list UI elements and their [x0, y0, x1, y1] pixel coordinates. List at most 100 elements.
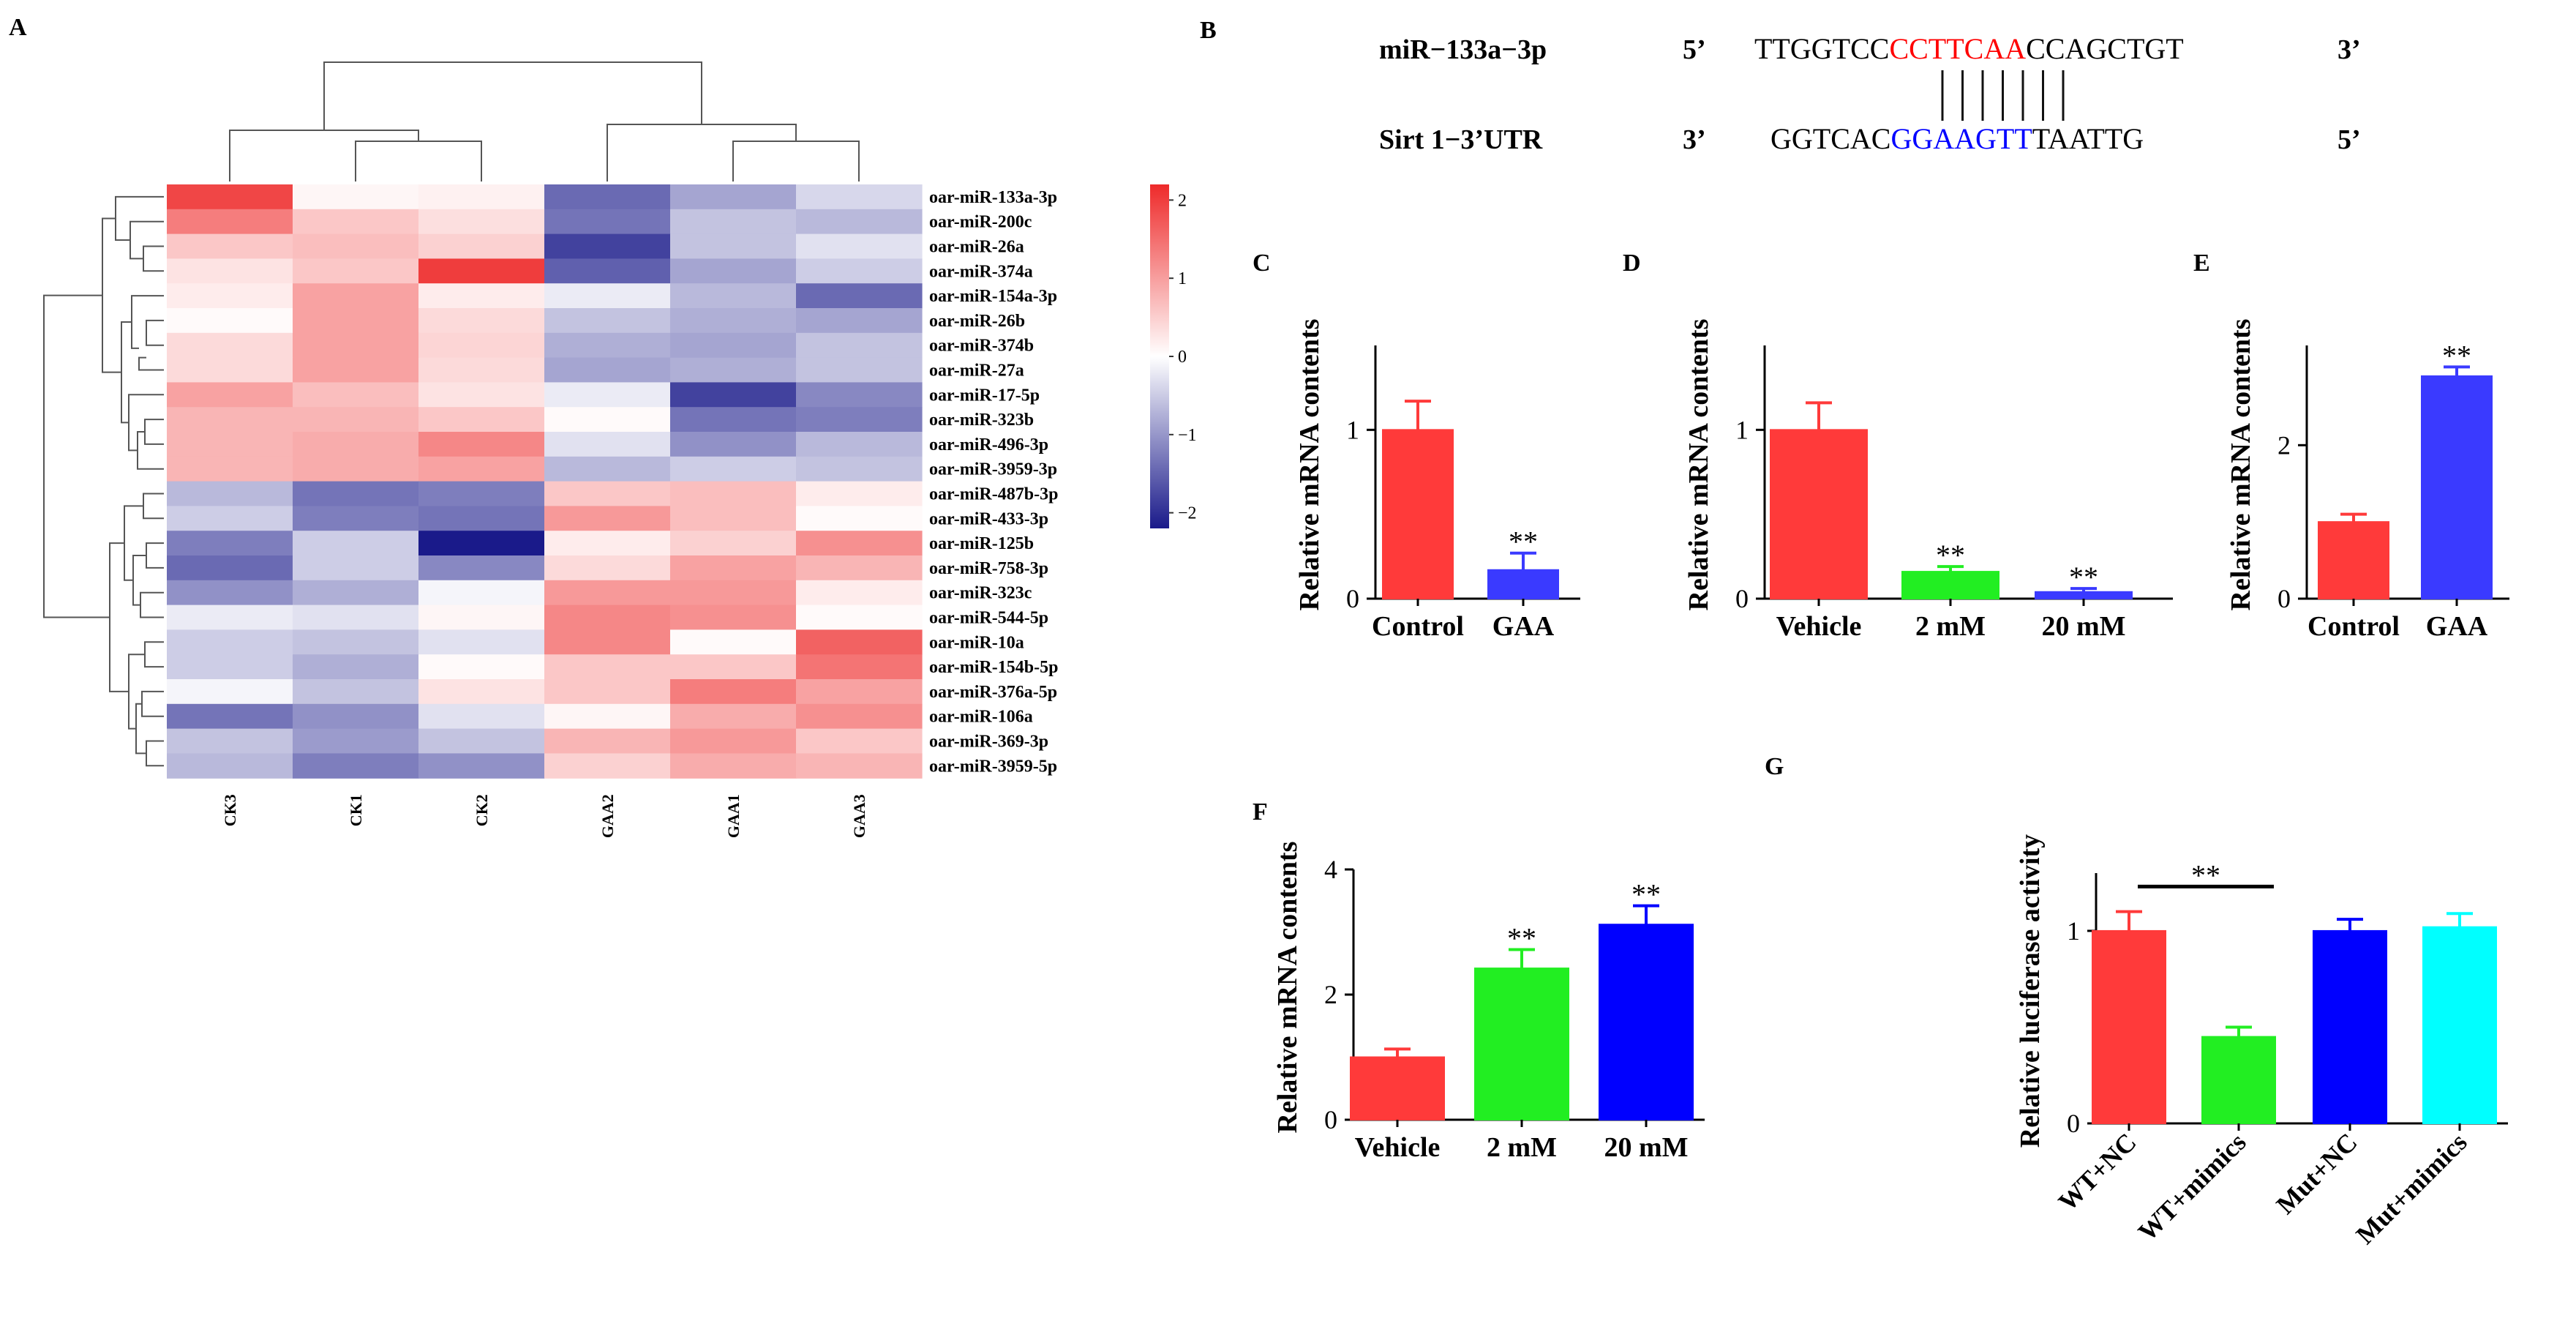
heatmap-cell [167, 506, 293, 531]
significance-label: ** [2442, 339, 2471, 372]
heatmap-cell [418, 753, 545, 779]
heatmap-cell [670, 629, 797, 655]
heatmap-cell [293, 531, 419, 556]
heatmap-cell [293, 728, 419, 754]
panel-letter-f: F [1253, 798, 1268, 826]
heatmap-cell [167, 332, 293, 359]
colorbar-tick-label: 1 [1178, 269, 1187, 288]
heatmap-cell [544, 481, 671, 506]
heatmap-cell [167, 555, 293, 581]
heatmap-cell [670, 382, 797, 408]
y-tick-label: 0 [1735, 584, 1749, 613]
heatmap-cell [544, 654, 671, 680]
heatmap-cell [544, 332, 671, 359]
sequence-name: miR−133a−3p [1379, 34, 1547, 65]
heatmap-cell [796, 184, 923, 210]
heatmap-cell [670, 456, 797, 482]
heatmap-cell [293, 184, 419, 210]
y-tick-label: 2 [2278, 430, 2291, 460]
heatmap-cell [167, 753, 293, 779]
heatmap-cell [418, 209, 545, 235]
heatmap-cell [293, 456, 419, 482]
heatmap-row-label: oar-miR-323b [929, 411, 1034, 430]
heatmap-column-label: CK2 [473, 794, 491, 826]
heatmap-cell [418, 382, 545, 408]
heatmap-cell [544, 382, 671, 408]
heatmap-cell [293, 580, 419, 606]
heatmap-cell [293, 233, 419, 259]
sequence-end-right: 5’ [2337, 124, 2361, 155]
heatmap-cell [670, 728, 797, 754]
heatmap-cell [670, 679, 797, 705]
heatmap-cell [293, 209, 419, 235]
heatmap-cell [418, 555, 545, 581]
heatmap-cell [544, 258, 671, 284]
x-tick-label: Vehicle [1355, 1132, 1441, 1163]
heatmap-cell [670, 258, 797, 284]
heatmap-cell [167, 209, 293, 235]
sequence-end-right: 3’ [2337, 34, 2361, 65]
heatmap-cell [167, 432, 293, 457]
heatmap-cell [796, 654, 923, 680]
heatmap-cell [670, 407, 797, 433]
x-tick-label: 2 mM [1915, 611, 1986, 642]
heatmap-cell [670, 753, 797, 779]
colorbar-tick-label: −1 [1178, 426, 1197, 445]
heatmap-cell [670, 432, 797, 457]
heatmap-cell [796, 332, 923, 359]
heatmap-cell [670, 654, 797, 680]
heatmap-cell [670, 703, 797, 730]
heatmap-cell [418, 481, 545, 506]
heatmap-cell [293, 555, 419, 581]
heatmap-cell [796, 753, 923, 779]
heatmap-cell [796, 481, 923, 506]
heatmap-cell [670, 332, 797, 359]
heatmap-cell [167, 184, 293, 210]
heatmap-cell [293, 605, 419, 630]
heatmap-cell [544, 407, 671, 433]
heatmap-cell [418, 184, 545, 210]
heatmap-row-label: oar-miR-26a [929, 238, 1024, 257]
heatmap-cell [167, 357, 293, 383]
y-tick-label: 0 [2067, 1109, 2080, 1138]
bar-chart-c: 0 1 Relative mRNA contents Control ** GAA [1294, 319, 1580, 642]
heatmap-cell [293, 481, 419, 506]
heatmap-row-label: oar-miR-125b [929, 534, 1034, 553]
heatmap-cell [167, 308, 293, 334]
heatmap-cell [418, 605, 545, 630]
sequence-text: TTGGTCCCCTTCAACCAGCTGT [1754, 32, 2184, 65]
panel-letter-d: D [1623, 250, 1641, 277]
bar [1350, 1056, 1445, 1120]
heatmap-cells [167, 184, 923, 779]
heatmap-cell [293, 703, 419, 730]
heatmap-cell [670, 184, 797, 210]
heatmap-cell [796, 456, 923, 482]
x-tick-label: 20 mM [1604, 1132, 1688, 1163]
significance-label: ** [2069, 561, 2098, 594]
heatmap-row-label: oar-miR-369-3p [929, 733, 1048, 752]
heatmap-cell [293, 357, 419, 383]
significance-label: ** [2191, 858, 2220, 891]
heatmap-cell [544, 728, 671, 754]
heatmap-cell [544, 679, 671, 705]
y-axis-label: Relative mRNA contents [2226, 319, 2256, 611]
y-tick-label: 1 [1346, 415, 1359, 444]
heatmap-cell [167, 679, 293, 705]
base-pairings [1941, 70, 2065, 121]
heatmap-cell [418, 654, 545, 680]
heatmap-row-label: oar-miR-374a [929, 262, 1033, 281]
heatmap-cell [418, 580, 545, 606]
x-tick-label: Control [1372, 611, 1464, 642]
heatmap-cell [293, 332, 419, 359]
heatmap-cell [544, 432, 671, 457]
heatmap-cell [796, 382, 923, 408]
heatmap-cell [418, 531, 545, 556]
heatmap-cell [796, 679, 923, 705]
heatmap-cell [670, 555, 797, 581]
heatmap-cell [544, 456, 671, 482]
heatmap-cell [796, 703, 923, 730]
heatmap-cell [293, 407, 419, 433]
heatmap-cell [670, 283, 797, 309]
heatmap-cell [418, 332, 545, 359]
heatmap-row-label: oar-miR-17-5p [929, 386, 1040, 405]
